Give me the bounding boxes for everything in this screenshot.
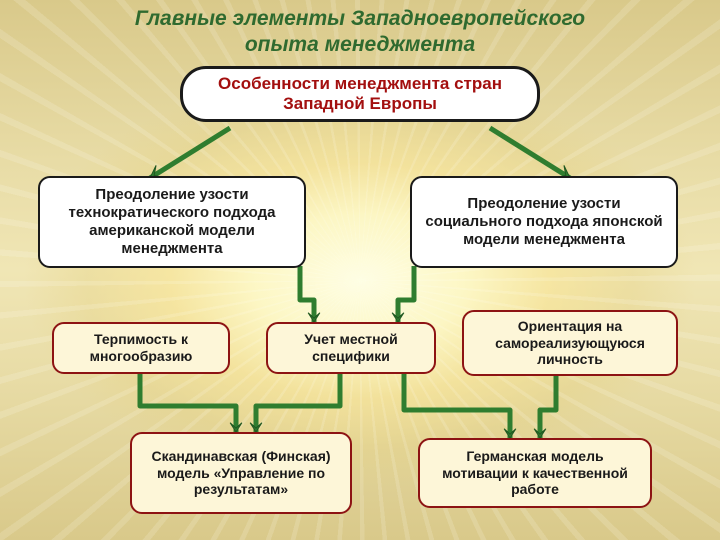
node-row4-b: Германская модель мотивации к качественн… bbox=[418, 438, 652, 508]
node-mid-right-label: Преодоление узости социального подхода я… bbox=[422, 195, 666, 249]
node-mid-right: Преодоление узости социального подхода я… bbox=[410, 176, 678, 268]
title-line2: опыта менеджмента bbox=[245, 33, 475, 56]
node-row3-c-label: Ориентация на самореализующуюся личность bbox=[474, 318, 666, 368]
node-top-label: Особенности менеджмента стран Западной Е… bbox=[193, 74, 527, 115]
page-title: Главные элементы Западноевропейского опы… bbox=[0, 6, 720, 59]
node-mid-left-label: Преодоление узости технократического под… bbox=[50, 186, 294, 258]
node-row4-b-label: Германская модель мотивации к качественн… bbox=[430, 448, 640, 498]
node-mid-left: Преодоление узости технократического под… bbox=[38, 176, 306, 268]
node-row4-a: Скандинавская (Финская) модель «Управлен… bbox=[130, 432, 352, 514]
node-row3-b-label: Учет местной специфики bbox=[278, 331, 424, 365]
node-row3-a: Терпимость к многообразию bbox=[52, 322, 230, 374]
node-top: Особенности менеджмента стран Западной Е… bbox=[180, 66, 540, 122]
title-line1: Главные элементы Западноевропейского bbox=[135, 7, 585, 30]
node-row4-a-label: Скандинавская (Финская) модель «Управлен… bbox=[142, 448, 340, 498]
node-row3-c: Ориентация на самореализующуюся личность bbox=[462, 310, 678, 376]
node-row3-b: Учет местной специфики bbox=[266, 322, 436, 374]
node-row3-a-label: Терпимость к многообразию bbox=[64, 331, 218, 365]
